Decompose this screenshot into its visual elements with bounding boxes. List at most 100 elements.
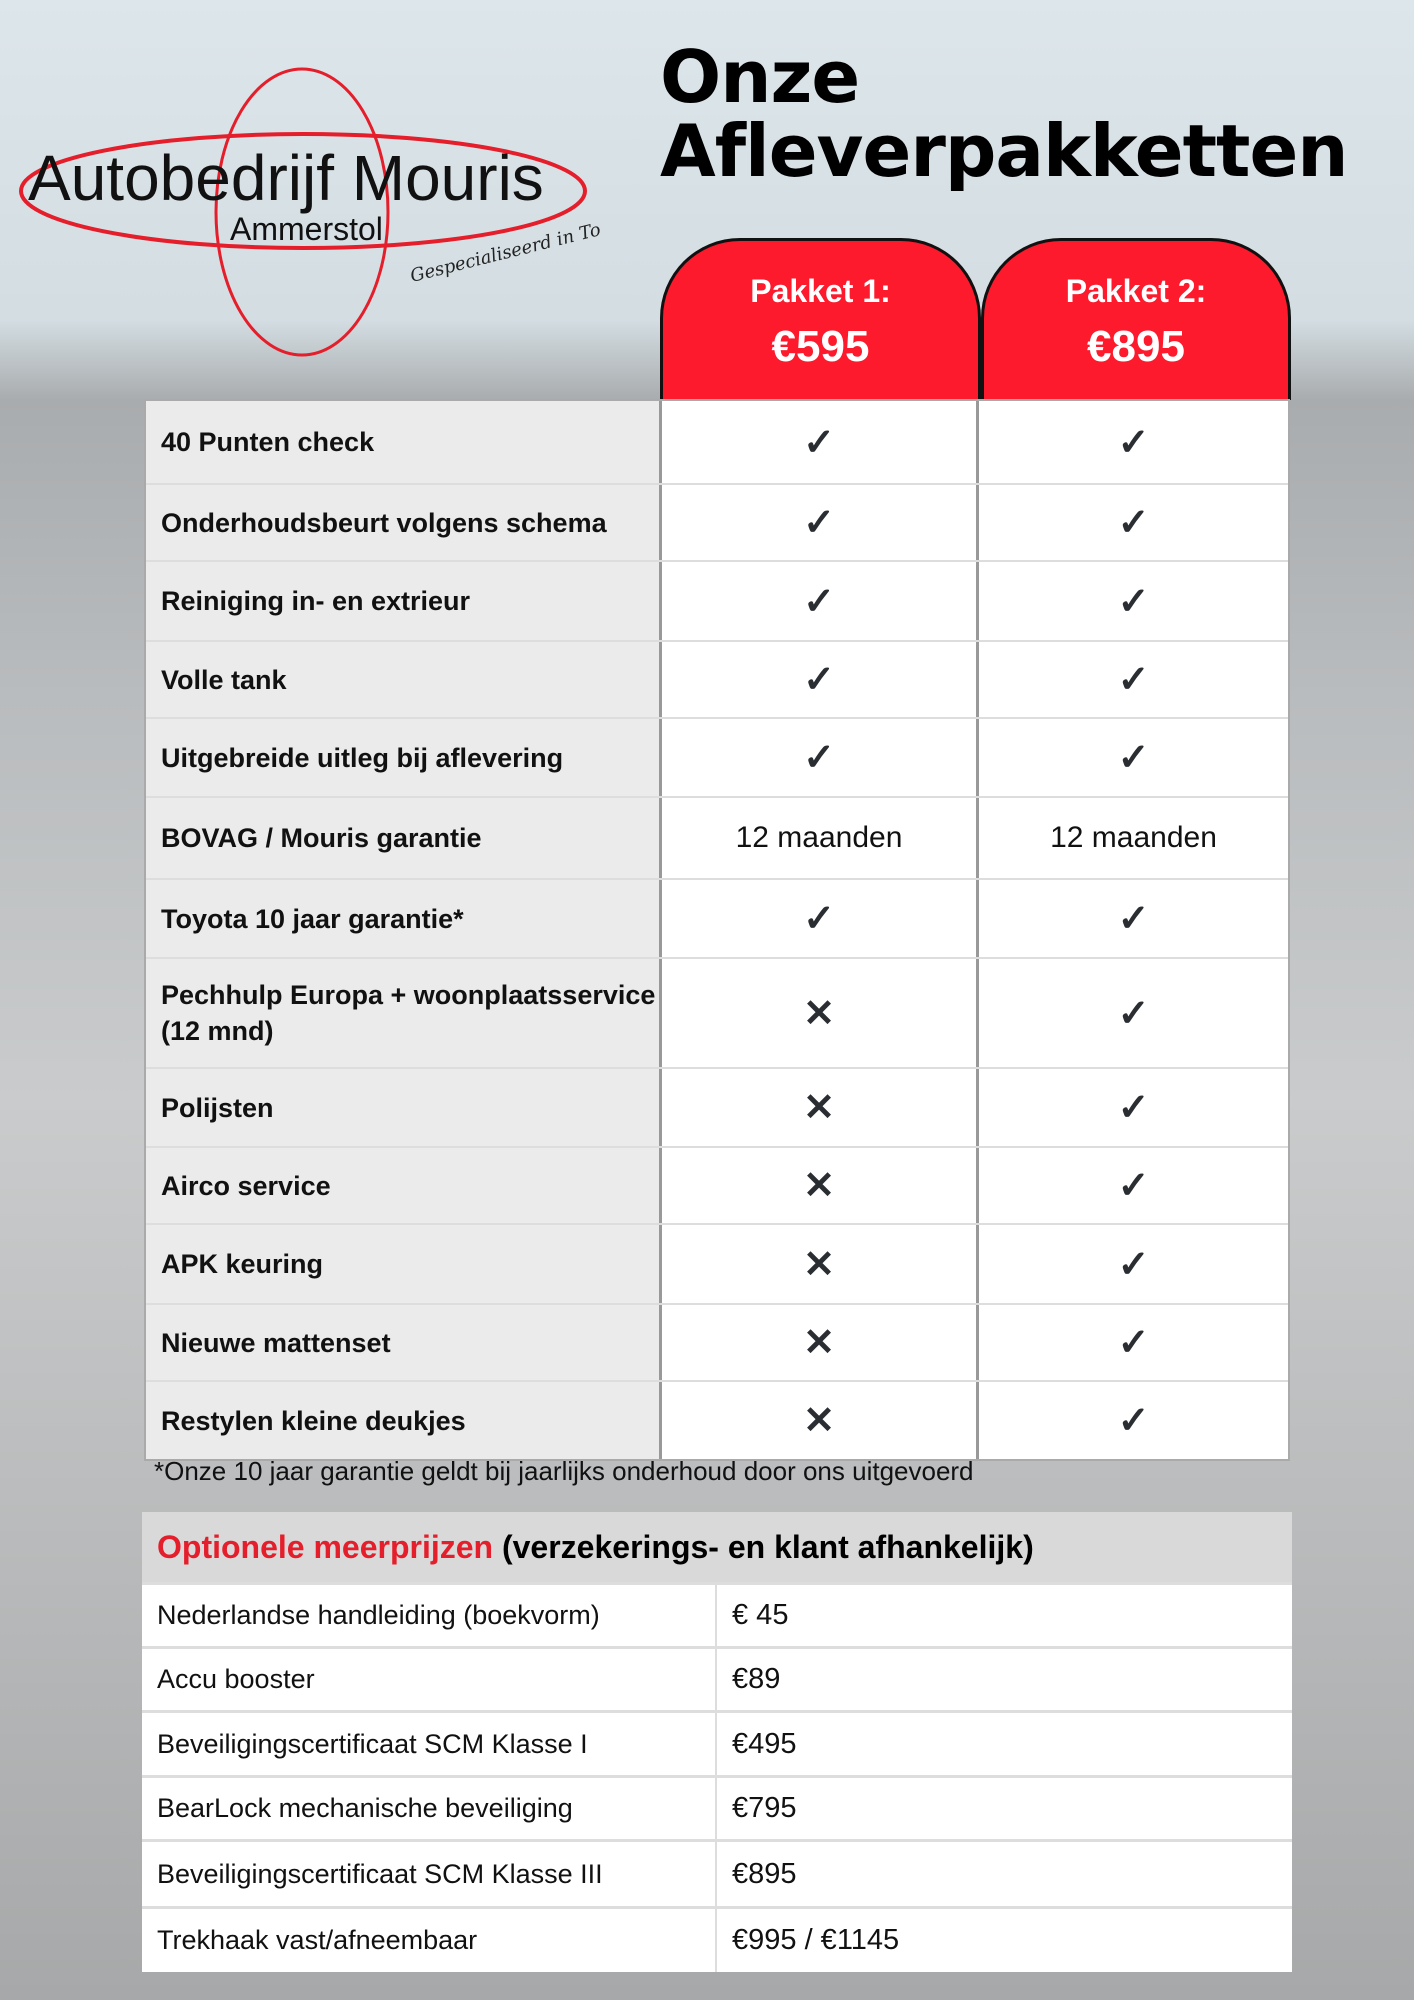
check-icon: ✓ (1117, 421, 1150, 464)
check-icon: ✓ (1117, 1087, 1150, 1129)
option-name: Accu booster (142, 1649, 717, 1710)
feature-label-cell: Toyota 10 jaar garantie* (146, 880, 662, 957)
logo-name: Autobedrijf Mouris (28, 142, 544, 214)
package-2-value-cell: ✓ (979, 1225, 1288, 1303)
check-icon: ✓ (1117, 1322, 1150, 1364)
check-icon: ✓ (1117, 737, 1150, 779)
package-2-value-cell: ✓ (979, 562, 1288, 640)
package-2-value-cell: ✓ (979, 959, 1288, 1067)
package-price: €595 (771, 322, 870, 371)
feature-label-cell: Pechhulp Europa + woonplaatsservice (12 … (146, 959, 662, 1067)
check-icon: ✓ (1117, 659, 1150, 701)
cross-icon: ✕ (803, 1243, 835, 1286)
package-2-value-cell: ✓ (979, 1382, 1288, 1459)
optional-row: Nederlandse handleiding (boekvorm) € 45 (142, 1582, 1292, 1646)
feature-label: Airco service (161, 1170, 331, 1201)
feature-label: Reiniging in- en extrieur (161, 586, 471, 616)
feature-label: Restylen kleine deukjes (161, 1405, 466, 1436)
package-price: €895 (1087, 322, 1185, 371)
check-icon: ✓ (1117, 502, 1150, 544)
title-line1: Onze (660, 35, 860, 119)
package-1-value-cell: ✓ (662, 562, 979, 640)
package-1-value-cell: ✓ (662, 719, 979, 796)
table-row: Pechhulp Europa + woonplaatsservice (12 … (146, 957, 1288, 1067)
package-1-header: Pakket 1: €595 (660, 238, 981, 400)
feature-label-cell: Polijsten (146, 1069, 662, 1146)
optional-row: Beveiligingscertificaat SCM Klasse I €495 (142, 1710, 1292, 1775)
check-icon: ✓ (1117, 898, 1150, 940)
optional-row: Trekhaak vast/afneembaar €995 / €1145 (142, 1906, 1292, 1972)
option-price: €895 (732, 1857, 797, 1890)
option-price: €495 (732, 1727, 797, 1760)
package-2-value-cell: ✓ (979, 1069, 1288, 1146)
feature-label-cell: Restylen kleine deukjes (146, 1382, 662, 1459)
option-name: Nederlandse handleiding (boekvorm) (142, 1585, 717, 1646)
feature-label: 40 Punten check (161, 427, 375, 457)
feature-label: Polijsten (161, 1092, 274, 1123)
cross-icon: ✕ (803, 1165, 835, 1207)
option-price: €89 (732, 1663, 781, 1695)
cross-icon: ✕ (803, 1400, 835, 1442)
cross-icon: ✕ (803, 1087, 835, 1129)
cross-icon: ✕ (803, 1322, 835, 1364)
package-2-value-cell: ✓ (979, 880, 1288, 957)
package-1-value-cell: ✕ (662, 1305, 979, 1380)
package-2-value-cell: ✓ (979, 719, 1288, 796)
optional-row: Accu booster €89 (142, 1646, 1292, 1710)
option-price: €795 (732, 1792, 797, 1824)
feature-label-cell: BOVAG / Mouris garantie (146, 798, 662, 878)
table-row: Volle tank ✓ ✓ (146, 640, 1288, 717)
check-icon: ✓ (1117, 1400, 1150, 1442)
footnote: *Onze 10 jaar garantie geldt bij jaarlij… (154, 1456, 974, 1486)
package-label: Pakket 1: (750, 273, 891, 309)
page-title: Onze Afleverpakketten (660, 35, 1349, 193)
package-1-value-cell: ✓ (662, 485, 979, 560)
package-2-value-cell: ✓ (979, 485, 1288, 560)
package-1-value-cell: ✕ (662, 1382, 979, 1459)
option-name: Beveiligingscertificaat SCM Klasse III (142, 1842, 717, 1906)
package-1-value-cell: 12 maanden (662, 798, 979, 878)
feature-label-cell: Nieuwe mattenset (146, 1305, 662, 1380)
option-name: Trekhaak vast/afneembaar (142, 1909, 717, 1972)
logo-tagline: Gespecialiseerd in Toyota (408, 210, 600, 287)
package-2-value: 12 maanden (1050, 821, 1217, 854)
feature-label: BOVAG / Mouris garantie (161, 823, 482, 853)
package-2-value-cell: 12 maanden (979, 798, 1288, 878)
package-2-value-cell: ✓ (979, 401, 1288, 483)
option-name: BearLock mechanische beveiliging (142, 1778, 717, 1839)
option-price: € 45 (732, 1599, 789, 1631)
check-icon: ✓ (1117, 1243, 1150, 1286)
check-icon: ✓ (803, 898, 835, 940)
package-1-value-cell: ✕ (662, 1148, 979, 1223)
table-row: Nieuwe mattenset ✕ ✓ (146, 1303, 1288, 1380)
feature-label-cell: Airco service (146, 1148, 662, 1223)
table-row: Reiniging in- en extrieur ✓ ✓ (146, 560, 1288, 640)
feature-label: Uitgebreide uitleg bij aflevering (161, 742, 564, 773)
check-icon: ✓ (803, 580, 835, 623)
check-icon: ✓ (1117, 1165, 1150, 1207)
optional-row: Beveiligingscertificaat SCM Klasse III €8… (142, 1839, 1292, 1906)
check-icon: ✓ (803, 659, 835, 701)
feature-label: Toyota 10 jaar garantie* (161, 903, 464, 934)
package-2-value-cell: ✓ (979, 642, 1288, 717)
optional-subtitle: (verzekerings- en klant afhankelijk) (501, 1528, 1034, 1565)
table-row: Toyota 10 jaar garantie* ✓ ✓ (146, 878, 1288, 957)
title-line2: Afleverpakketten (660, 109, 1349, 193)
table-row: Restylen kleine deukjes ✕ ✓ (146, 1380, 1288, 1459)
check-icon: ✓ (1117, 580, 1150, 623)
optional-extras-table: Optionele meerprijzen (verzekerings- en … (142, 1512, 1292, 1972)
table-row: 40 Punten check ✓ ✓ (146, 401, 1288, 483)
package-2-value-cell: ✓ (979, 1148, 1288, 1223)
package-label: Pakket 2: (1065, 273, 1207, 309)
logo-place: Ammerstol (230, 211, 383, 247)
package-1-value-cell: ✓ (662, 880, 979, 957)
optional-title: Optionele meerprijzen (157, 1528, 494, 1565)
feature-label: Pechhulp Europa + woonplaatsservice (12 … (161, 980, 656, 1046)
feature-label: Volle tank (161, 664, 287, 695)
package-2-header: Pakket 2: €895 (981, 238, 1291, 400)
logo-graphic: Autobedrijf Mouris Ammerstol Gespecialis… (19, 67, 641, 357)
feature-label: Nieuwe mattenset (161, 1327, 391, 1358)
package-1-value: 12 maanden (735, 821, 903, 854)
feature-label: Onderhoudsbeurt volgens schema (161, 507, 607, 538)
table-row: Uitgebreide uitleg bij aflevering ✓ ✓ (146, 717, 1288, 796)
